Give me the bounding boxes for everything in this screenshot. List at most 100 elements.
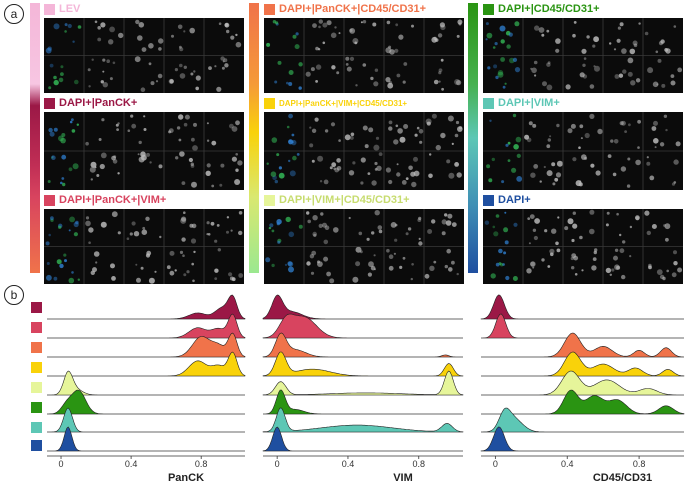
cell-dot <box>456 172 462 178</box>
cell-dot <box>502 85 506 89</box>
cell-dot <box>68 229 71 232</box>
cell-dot <box>150 81 155 86</box>
cell-dot <box>231 156 237 162</box>
cell-dot <box>179 250 184 254</box>
cell-dot <box>324 225 330 230</box>
cell-dot <box>68 167 73 172</box>
cell-dot <box>388 254 394 259</box>
cell-dot <box>97 26 101 30</box>
cell-dot <box>504 240 509 245</box>
x-tick-label: 0 <box>493 459 498 469</box>
cell-dot <box>118 32 124 39</box>
cell-dot <box>218 22 222 25</box>
cell-dot <box>193 122 197 127</box>
cell-dot <box>456 34 460 38</box>
cell-dot <box>214 65 217 68</box>
cell-dot <box>547 138 551 142</box>
color-swatch <box>44 3 55 15</box>
cell-dot <box>524 134 530 140</box>
legend-swatch-dapi-cd45 <box>31 402 42 413</box>
cell-dot <box>284 263 288 266</box>
cell-dot <box>390 222 397 228</box>
cell-dot <box>323 256 329 262</box>
legend-swatch-dapi-panck-vim <box>31 322 42 333</box>
cell-dot <box>555 38 561 44</box>
ridge-density <box>262 313 463 339</box>
cell-dot <box>581 48 587 54</box>
cell-dot <box>85 220 91 227</box>
cell-dot <box>408 165 413 171</box>
cell-dot <box>329 166 333 170</box>
cell-dot <box>71 271 74 274</box>
cell-dot <box>230 35 235 40</box>
cell-dot <box>237 160 243 166</box>
cell-dot <box>616 212 619 216</box>
ridge-density <box>481 332 685 358</box>
cell-dot <box>628 123 631 127</box>
cell-dot <box>373 254 376 257</box>
cell-dot <box>131 123 137 129</box>
ridge-density <box>262 407 464 433</box>
cell-dot <box>440 24 446 31</box>
cell-dot <box>360 181 364 185</box>
cell-dot <box>414 133 418 137</box>
cell-dot <box>77 25 82 29</box>
cell-dot <box>582 74 588 79</box>
group-title-dapi-vim-cd45: DAPI+|VIM+|CD45/CD31+ <box>264 192 410 208</box>
cell-dot <box>238 211 243 215</box>
ridge-density <box>480 426 684 452</box>
cell-dot <box>305 71 311 77</box>
cell-dot <box>441 87 444 91</box>
cell-dot <box>292 155 297 161</box>
cell-dot <box>572 223 578 229</box>
cell-dot <box>429 153 432 156</box>
cell-dot <box>648 265 652 270</box>
cell-dot <box>323 239 329 245</box>
cell-dot <box>397 128 403 134</box>
cell-dot <box>388 120 393 125</box>
cell-dot <box>166 265 171 270</box>
ridge-density <box>47 313 246 339</box>
cell-dot <box>388 265 394 271</box>
cell-dot <box>295 32 299 36</box>
ridge-density <box>47 351 246 377</box>
cell-dot <box>446 248 451 254</box>
cell-dot <box>377 225 383 230</box>
cell-dot <box>235 168 239 172</box>
cell-dot <box>338 32 341 35</box>
cell-dot <box>564 226 569 231</box>
cell-dot <box>235 41 242 48</box>
cell-dot <box>362 20 367 24</box>
cell-dot <box>614 248 619 252</box>
cell-dot <box>71 118 74 121</box>
cell-dot <box>73 232 78 237</box>
cell-dot <box>135 263 138 266</box>
cell-dot <box>102 70 105 73</box>
cell-dot <box>649 175 655 181</box>
x-axis-label: PanCK <box>168 472 204 484</box>
cell-dot <box>169 250 175 256</box>
cell-dot <box>216 224 220 227</box>
cell-dot <box>73 221 79 228</box>
ridge-density <box>480 294 684 320</box>
group-title-dapi-cd45: DAPI+|CD45/CD31+ <box>483 1 600 17</box>
panel-label-b: b <box>4 285 24 305</box>
cell-dot <box>398 34 404 40</box>
cell-dot <box>456 272 459 276</box>
image-grid-dapi-panck-vim <box>44 209 244 284</box>
cell-dot <box>336 71 340 75</box>
cell-dot <box>407 227 412 231</box>
cell-dot <box>635 159 641 166</box>
cell-dot <box>286 125 290 129</box>
cell-dot <box>71 129 76 133</box>
cell-dot <box>593 36 599 43</box>
cell-dot <box>534 74 537 77</box>
cell-dot <box>633 43 638 48</box>
cell-dot <box>438 68 443 73</box>
cell-dot <box>344 134 351 141</box>
cell-dot <box>207 233 211 236</box>
cell-dot <box>292 34 297 39</box>
cell-dot <box>555 241 559 246</box>
cell-dot <box>148 277 155 284</box>
cell-dot <box>211 184 215 188</box>
